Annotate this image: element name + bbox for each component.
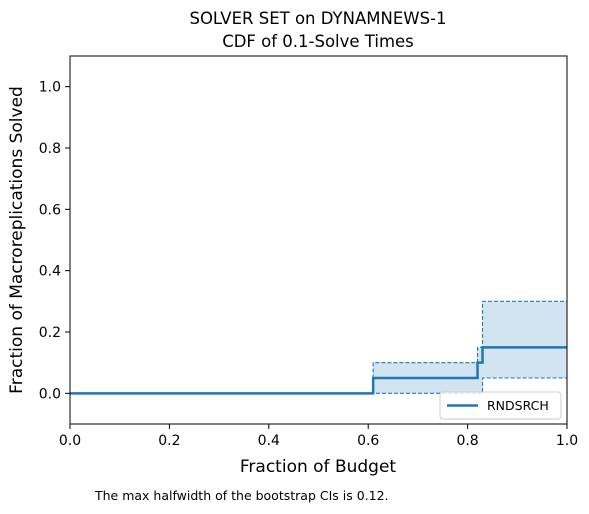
y-tick-label: 0.8 (39, 141, 61, 157)
series-line-rndsrch (70, 346, 567, 395)
x-axis-label: Fraction of Budget (240, 457, 397, 477)
legend: RNDSRCH (439, 391, 562, 420)
bootstrap-footnote: The max halfwidth of the bootstrap CIs i… (95, 488, 389, 503)
x-tick-label: 0.6 (357, 433, 379, 449)
series-line-layer (70, 346, 567, 395)
chart-title-line2: CDF of 0.1-Solve Times (222, 32, 414, 51)
y-tick-label: 0.6 (39, 202, 61, 218)
x-tick-label: 0.8 (456, 433, 478, 449)
legend-label-rndsrch: RNDSRCH (487, 398, 549, 413)
ci-band (70, 301, 567, 394)
y-tick-label: 0.2 (39, 325, 61, 341)
x-axis-ticks: 0.0 0.2 0.4 0.6 0.8 1.0 (59, 424, 578, 449)
y-tick-label: 0.4 (39, 264, 61, 280)
y-axis-ticks: 0.0 0.2 0.4 0.6 0.8 1.0 (39, 80, 70, 402)
y-tick-label: 0.0 (39, 386, 61, 402)
x-tick-label: 0.2 (158, 433, 180, 449)
ci-lower-line (70, 377, 567, 394)
y-tick-label: 1.0 (39, 80, 61, 96)
chart-title-line1: SOLVER SET on DYNAMNEWS-1 (189, 9, 446, 28)
plot-area-frame (69, 55, 568, 425)
y-axis-label: Fraction of Macroreplications Solved (7, 86, 27, 394)
legend-box (439, 391, 562, 420)
x-tick-label: 0.0 (59, 433, 81, 449)
x-tick-label: 0.4 (258, 433, 280, 449)
x-tick-label: 1.0 (556, 433, 578, 449)
